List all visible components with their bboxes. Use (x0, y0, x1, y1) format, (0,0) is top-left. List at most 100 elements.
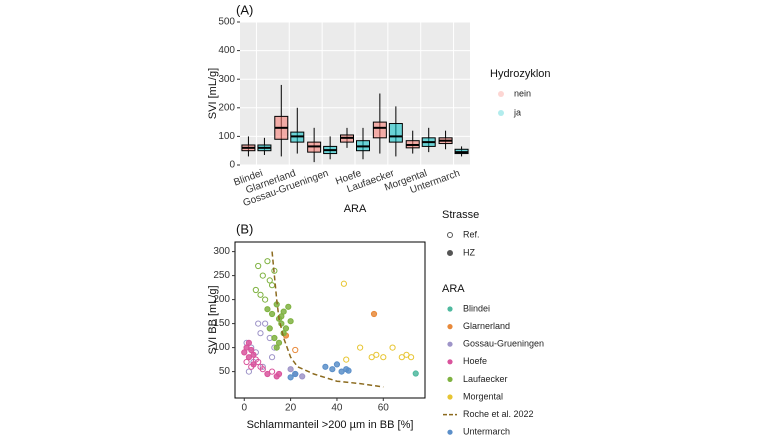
point (255, 262, 262, 270)
point (264, 306, 271, 313)
y-tick-label: 0 (229, 160, 235, 171)
point (380, 354, 387, 361)
legend-key (498, 110, 504, 116)
y-tick-label: 400 (218, 45, 235, 56)
y-tick-label: 50 (219, 366, 231, 377)
point (248, 363, 255, 370)
point (262, 320, 269, 327)
point (373, 351, 380, 358)
point (243, 344, 250, 351)
legend-key (447, 394, 453, 400)
point (264, 258, 271, 265)
box (372, 121, 387, 139)
y-axis-title: SVI BB [mL/g] (207, 285, 219, 354)
y-tick-label: 200 (213, 294, 230, 305)
point (245, 354, 253, 361)
x-tick-label: 40 (331, 403, 343, 414)
legend-label: Blindei (463, 303, 490, 313)
y-tick-label: 250 (213, 270, 230, 281)
y-tick-label: 150 (213, 318, 230, 329)
legend-title: ARA (442, 283, 465, 295)
x-axis-title: Schlammanteil >200 µm in BB [%] (247, 419, 414, 431)
legend-key (447, 376, 453, 382)
legend-label: Untermarch (463, 427, 510, 437)
point (292, 370, 299, 378)
panel-border (234, 241, 426, 399)
legend-label: Hoefe (463, 356, 487, 366)
point (275, 370, 283, 378)
point (285, 303, 292, 310)
y-tick-label: 300 (218, 74, 235, 85)
point (357, 344, 364, 351)
point (292, 346, 299, 354)
legend-key (447, 324, 453, 330)
x-axis-title: ARA (344, 203, 367, 215)
panel-title: (B) (236, 221, 253, 236)
point (257, 330, 264, 337)
point (282, 325, 290, 332)
legend-label: ja (513, 107, 521, 117)
point (259, 272, 266, 279)
legend-key (447, 429, 453, 435)
y-tick-label: 300 (213, 246, 230, 257)
y-tick-label: 100 (218, 131, 235, 142)
point (287, 374, 294, 381)
legend-key (447, 232, 453, 238)
point (241, 349, 248, 356)
point (262, 296, 269, 303)
point (407, 354, 415, 361)
legend-label: Morgental (463, 391, 503, 401)
point (368, 354, 375, 361)
legend-key (447, 359, 453, 365)
point (259, 366, 266, 373)
point (243, 358, 250, 366)
point (268, 368, 276, 375)
legend-label: HZ (463, 247, 475, 257)
point (412, 370, 419, 377)
point (257, 291, 264, 298)
legend-label: Gossau-Grueningen (463, 339, 544, 349)
point (248, 346, 255, 354)
y-axis-title: SVI [mL/g] (207, 68, 219, 119)
point (343, 356, 350, 363)
point (322, 363, 329, 370)
point (398, 354, 405, 361)
point (255, 358, 262, 366)
point (389, 344, 396, 351)
legend-label: nein (514, 88, 531, 98)
point (299, 373, 306, 380)
point (266, 277, 273, 284)
legend-key (447, 306, 453, 312)
box (388, 123, 403, 143)
x-tick-label: 60 (378, 403, 390, 414)
point (329, 366, 336, 373)
point (271, 334, 278, 342)
point (275, 339, 283, 346)
point (370, 310, 378, 318)
y-tick-label: 100 (213, 342, 230, 353)
y-tick-label: 500 (218, 17, 235, 28)
point (268, 354, 276, 361)
point (345, 367, 352, 374)
point (280, 308, 287, 315)
point (250, 351, 257, 358)
point (273, 344, 280, 351)
point (245, 368, 253, 375)
point (264, 370, 271, 378)
point (340, 280, 348, 287)
legend-title: Strasse (442, 209, 479, 221)
legend-label: Ref. (463, 229, 480, 239)
panel-title: (A) (236, 2, 253, 17)
point (338, 368, 345, 375)
y-tick-label: 200 (218, 102, 235, 113)
legend-key (447, 341, 453, 347)
reference-line (271, 251, 384, 388)
point (245, 339, 253, 346)
point (252, 286, 259, 294)
x-tick-label: 20 (285, 403, 297, 414)
legend-label: Roche et al. 2022 (463, 409, 534, 419)
point (259, 363, 266, 370)
legend-label: Glarnerland (463, 321, 510, 331)
legend-label: Laufaecker (463, 374, 508, 384)
